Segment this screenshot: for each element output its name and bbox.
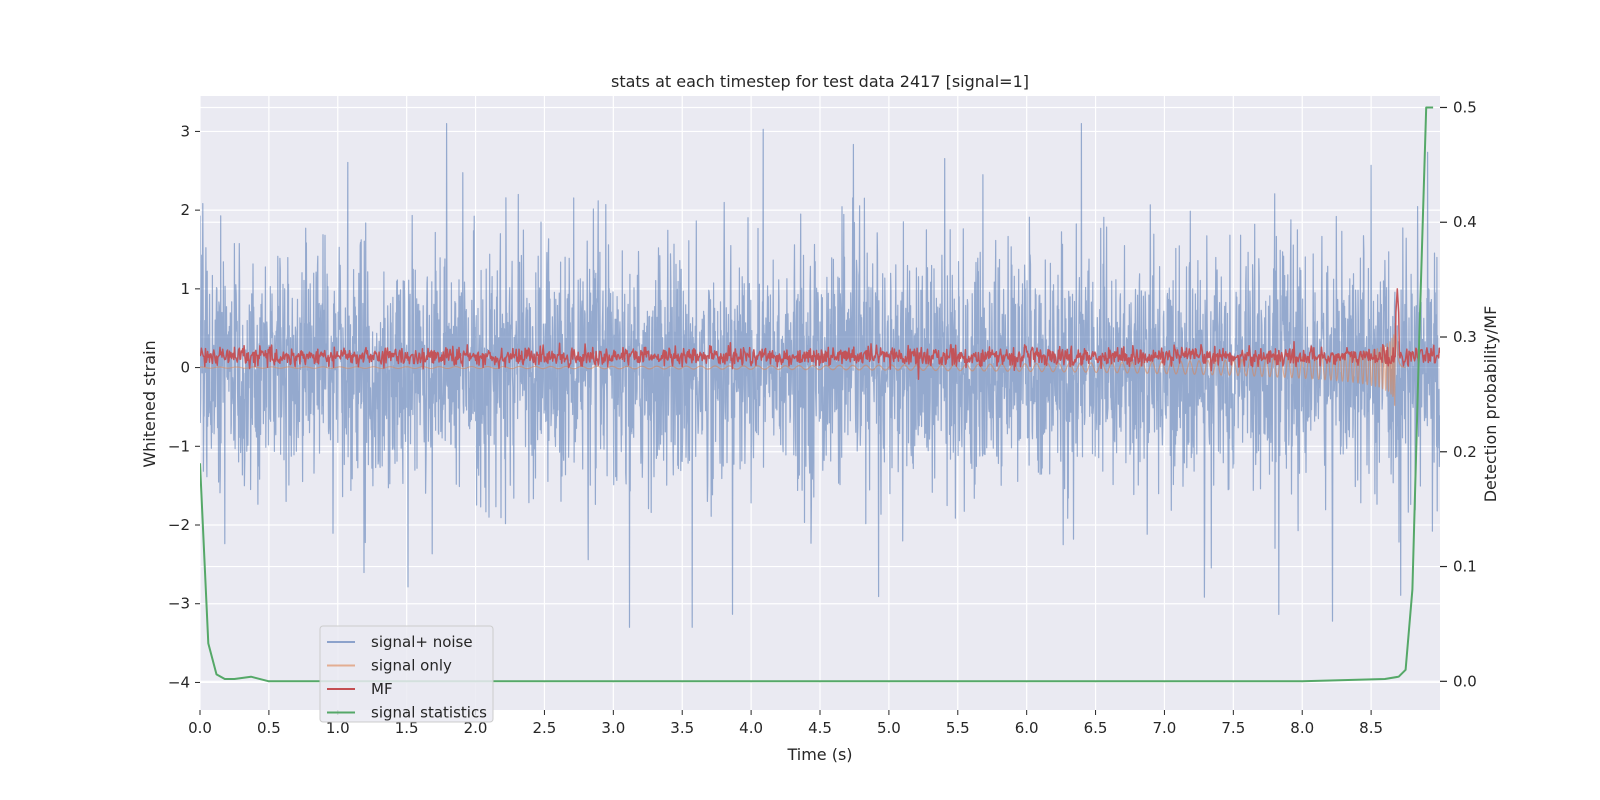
y-axis-label: Whitened strain [140, 340, 159, 467]
series-line-2 [200, 288, 1440, 380]
legend-label: signal only [371, 657, 452, 675]
y2-tick-label: 0.3 [1453, 328, 1477, 346]
x-tick-label: 0.0 [188, 719, 212, 737]
series-line-0 [200, 123, 1440, 628]
x-axis-label: Time (s) [786, 745, 852, 764]
y-tick-label: 3 [180, 122, 190, 140]
x-axis: 0.0 0.5 1.0 1.5 2.0 2.5 3.0 3.5 4.0 4.5 5.0 5.5 6.0 6… [188, 710, 1383, 737]
series-line-3 [200, 106, 1434, 683]
x-tick-label: 5.5 [946, 719, 970, 737]
legend-label: signal statistics [371, 704, 487, 722]
y2-tick-label: 0.4 [1453, 213, 1477, 231]
x-tick-label: 4.5 [808, 719, 832, 737]
y-tick-label: −1 [168, 437, 190, 455]
y-axis-left: −4 −3 −2 −1 0 1 2 3 [168, 122, 200, 691]
x-tick-label: 3.0 [601, 719, 625, 737]
plot-area [200, 106, 1440, 683]
legend-label: MF [371, 680, 393, 698]
x-tick-label: 0.5 [257, 719, 281, 737]
y-tick-label: 0 [180, 359, 190, 377]
plot-lines [200, 106, 1440, 683]
y2-tick-label: 0.1 [1453, 558, 1477, 576]
x-tick-label: 7.0 [1153, 719, 1177, 737]
x-tick-label: 6.5 [1084, 719, 1108, 737]
x-tick-label: 5.0 [877, 719, 901, 737]
x-tick-label: 3.5 [670, 719, 694, 737]
legend: signal+ noise signal only MF signal statist… [319, 625, 494, 723]
y-tick-label: 1 [180, 280, 190, 298]
legend-box [319, 625, 494, 723]
x-tick-label: 8.0 [1290, 719, 1314, 737]
y-tick-label: 2 [180, 201, 190, 219]
x-tick-label: 6.0 [1015, 719, 1039, 737]
x-tick-label: 1.5 [395, 719, 419, 737]
x-tick-label: 2.5 [533, 719, 557, 737]
y2-tick-label: 0.0 [1453, 672, 1477, 690]
x-tick-label: 4.0 [739, 719, 763, 737]
x-tick-label: 2.0 [464, 719, 488, 737]
x-tick-label: 8.5 [1359, 719, 1383, 737]
legend-label: signal+ noise [371, 633, 473, 651]
y-tick-label: −3 [168, 595, 190, 613]
y2-tick-label: 0.5 [1453, 98, 1477, 116]
chart-title: stats at each timestep for test data 241… [611, 72, 1029, 91]
x-tick-label: 1.0 [326, 719, 350, 737]
y-axis-label-right: Detection probability/MF [1481, 306, 1500, 503]
y2-tick-label: 0.2 [1453, 443, 1477, 461]
y-tick-label: −2 [168, 516, 190, 534]
y-axis-right: 0.0 0.1 0.2 0.3 0.4 0.5 [1440, 98, 1477, 690]
y-tick-label: −4 [168, 673, 190, 691]
x-tick-label: 7.5 [1221, 719, 1245, 737]
series-line-1 [200, 322, 1406, 407]
